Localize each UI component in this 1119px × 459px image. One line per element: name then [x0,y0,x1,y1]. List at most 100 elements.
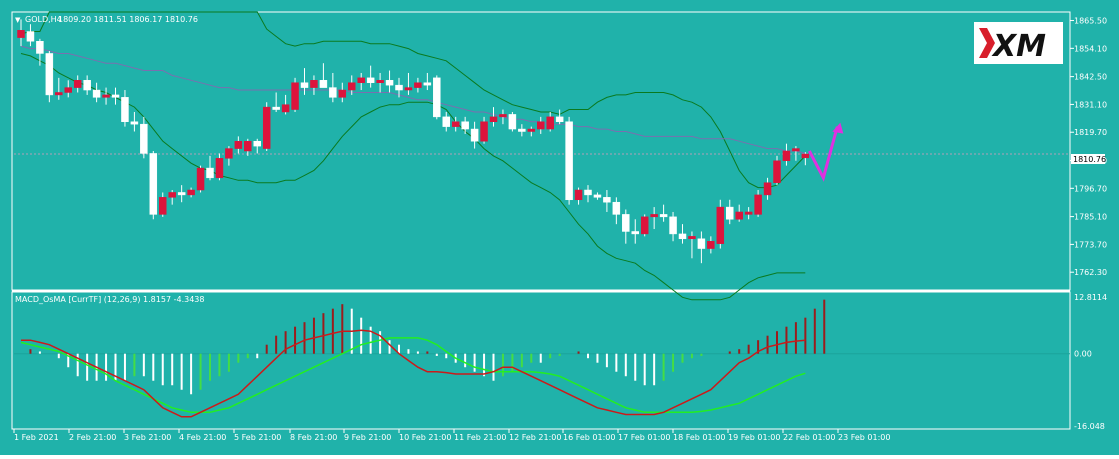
candle-body [442,116,450,127]
candle-body [26,31,35,42]
time-tick-label: 10 Feb 21:00 [399,433,451,442]
candle-body [631,231,639,235]
upper-bollinger-band [20,11,806,189]
candle-body [470,128,479,142]
candle-body [603,197,611,203]
candle-body [527,128,536,132]
candle-body [744,211,753,215]
forecast-arrow-head [832,122,844,134]
macd-tick-label: 0.00 [1074,350,1092,359]
lower-bollinger-band [20,53,806,301]
candle-body [414,82,422,88]
candle-body [366,77,375,83]
candle-body [253,140,261,147]
xm-logo: XM [974,22,1063,64]
candle-body [187,189,195,196]
candle-body [716,206,725,244]
price-tick-label: 1773.70 [1074,240,1107,249]
time-tick-label: 23 Feb 01:00 [838,433,890,442]
candle-body [300,82,309,88]
candle-body [659,214,668,218]
candle-body [244,140,252,152]
candle-body [376,80,384,83]
candle-body [234,140,243,149]
price-tick-label: 1865.50 [1074,17,1107,26]
candle-body [159,197,167,215]
candle-body [177,192,186,196]
ohlc-text: 1809.20 1811.51 1806.17 1810.76 [58,15,198,24]
candle-body [697,238,706,249]
candle-body [17,30,25,38]
candle-body [754,194,762,215]
price-tick-label: 1842.50 [1074,73,1107,82]
price-tick-label: 1762.30 [1074,268,1107,277]
candle-body [55,92,63,96]
candle-body [451,121,460,127]
candle-body [329,87,337,98]
candle-body [385,80,394,86]
candle-body [73,80,82,88]
candle-body [489,116,498,122]
macd-tick-label: -16.048 [1074,422,1105,431]
candle-body [310,80,318,88]
candle-body [782,150,791,162]
time-tick-label: 4 Feb 21:00 [179,433,226,442]
candle-body [650,214,658,218]
price-tick-label: 1854.10 [1074,44,1107,53]
candle-body [669,216,677,235]
symbol-menu-icon[interactable]: ▼ [15,16,21,24]
time-axis: 1 Feb 2021 2 Feb 21:00 3 Feb 21:00 4 Feb 21… [13,429,890,442]
moving-average-line [20,45,806,154]
candle-body [773,160,781,183]
candle-body [565,121,573,201]
candle-body [707,240,715,249]
candle-body [726,206,734,220]
macd-main-line [21,329,806,418]
time-tick-label: 2 Feb 21:00 [69,433,116,442]
xm-logo-text: XM [991,29,1046,64]
macd-tick-label: 12.8114 [1074,293,1107,302]
candle-body [348,82,356,91]
candle-body [272,106,280,110]
candle-body [149,153,158,215]
candle-body [357,77,365,83]
candle-body [688,236,696,240]
candle-body [395,84,403,91]
candle-body [338,89,347,98]
candle-body [423,82,432,86]
time-tick-label: 3 Feb 21:00 [124,433,171,442]
candle-body [622,214,630,232]
forecast-arrow-line [808,126,839,182]
time-tick-label: 12 Feb 21:00 [509,433,561,442]
time-tick-label: 19 Feb 01:00 [728,433,780,442]
time-tick-label: 16 Feb 01:00 [563,433,615,442]
candle-body [196,167,205,191]
candle-body [546,116,554,130]
candle-body [83,80,91,91]
candle-body [735,211,743,220]
candle-body [45,53,54,96]
candle-body [262,106,271,149]
main-plot[interactable] [14,11,1070,301]
candle-body [92,89,101,98]
candle-body [130,121,139,125]
candle-body [612,201,621,215]
candle-body [319,80,328,88]
time-tick-label: 1 Feb 2021 [14,433,59,442]
candle-body [593,194,602,198]
time-tick-label: 8 Feb 21:00 [290,433,337,442]
macd-plot[interactable] [14,299,1070,418]
candle-body [433,77,441,118]
candle-body [281,104,290,113]
candle-body [291,82,299,110]
candle-body [111,94,120,98]
candle-body [518,128,526,132]
candle-body [140,123,148,154]
candle-body [792,148,800,152]
xm-logo-chevron [979,28,995,58]
candle-body [801,153,810,159]
indicator-label: MACD_OsMA [CurrTF] (12,26,9) 1.8157 -4.3… [15,295,204,304]
